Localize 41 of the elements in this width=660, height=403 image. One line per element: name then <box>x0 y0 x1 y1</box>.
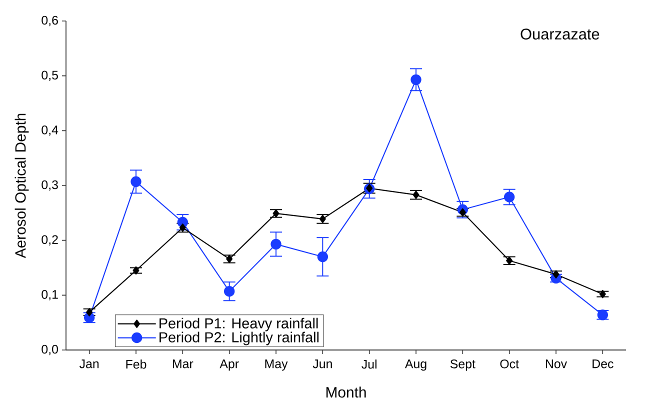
point <box>272 209 280 218</box>
y-tick-label: 0,0 <box>42 344 58 356</box>
x-tick-label: Mar <box>172 360 194 368</box>
legend-label: Period P1: Heavy rainfall <box>160 318 318 332</box>
point <box>270 238 282 250</box>
point <box>317 251 328 262</box>
point <box>599 290 606 298</box>
point <box>132 266 140 275</box>
legend-label: Period P2: Lightly rainfall <box>160 332 319 346</box>
point <box>506 256 513 265</box>
y-tick-label: 0,6 <box>42 16 58 26</box>
point <box>366 184 373 192</box>
x-tick-label: Aug <box>404 360 426 371</box>
x-tick-label: Jun <box>312 360 332 368</box>
y-tick-label: 0,1 <box>42 290 58 300</box>
point <box>226 254 233 264</box>
x-tick-label: Nov <box>546 360 568 368</box>
y-axis-title: Aerosol Optical Depth <box>14 114 29 258</box>
point <box>504 192 515 202</box>
point <box>410 74 422 86</box>
x-tick-label: Feb <box>126 360 146 369</box>
x-tick-label: Jul <box>362 360 376 369</box>
point <box>319 214 326 224</box>
point <box>412 190 420 199</box>
point <box>86 308 93 316</box>
x-tick-label: May <box>265 360 288 371</box>
x-tick-label: Jan <box>79 360 99 368</box>
y-tick-label: 0,5 <box>42 70 58 81</box>
point <box>552 270 560 278</box>
x-axis-title: Month <box>326 386 366 398</box>
x-tick-label: Apr <box>220 360 239 371</box>
y-tick-label: 0,4 <box>42 126 58 136</box>
point <box>179 224 186 232</box>
chart-title: Ouarzazate <box>520 28 600 40</box>
x-tick-label: Oct <box>500 360 519 368</box>
y-tick-label: 0,3 <box>42 180 58 191</box>
y-tick-label: 0,2 <box>42 235 58 246</box>
point <box>224 286 235 297</box>
x-tick-label: Dec <box>592 360 614 368</box>
point <box>130 176 142 188</box>
x-tick-label: Sept <box>450 360 476 371</box>
